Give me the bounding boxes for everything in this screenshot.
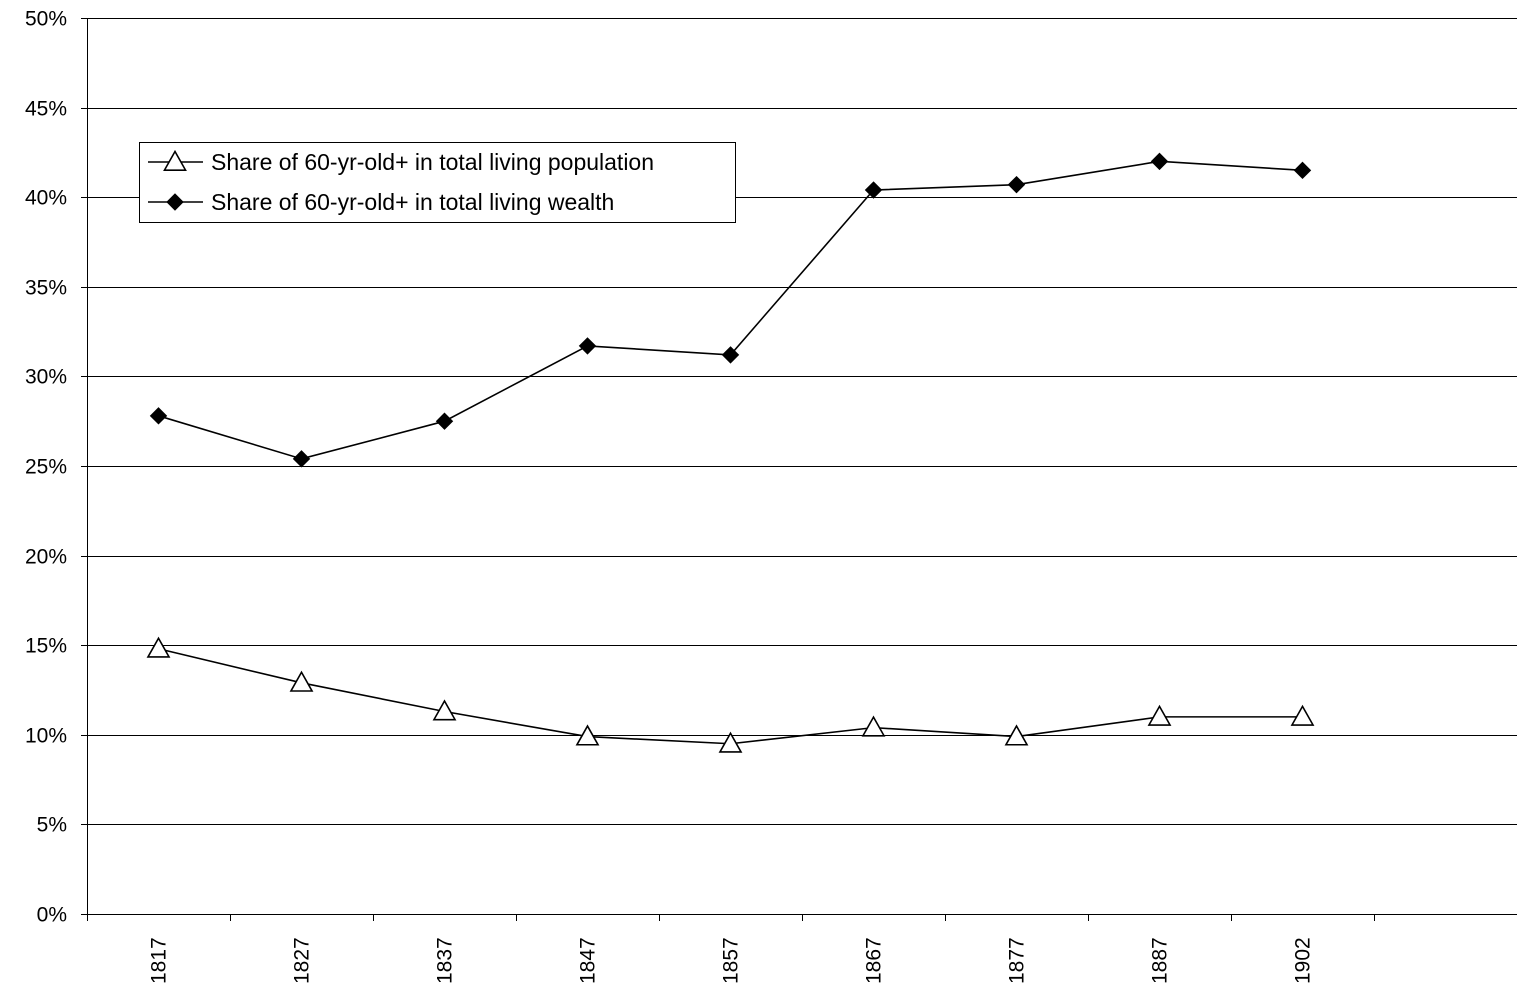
data-point-diamond (149, 407, 168, 425)
series-group (146, 152, 1315, 753)
data-point-diamond (292, 450, 311, 468)
legend-label: Share of 60-yr-old+ in total living popu… (211, 149, 654, 175)
y-tick-label: 10% (25, 725, 67, 748)
legend-box (139, 142, 736, 223)
data-point-triangle (432, 699, 457, 721)
y-tick-label: 50% (25, 8, 67, 31)
legend-item-2: Share of 60-yr-old+ in total living weal… (148, 189, 614, 215)
data-point-triangle (575, 724, 600, 746)
y-tick-label: 35% (25, 277, 67, 300)
y-tick-label: 45% (25, 98, 67, 121)
x-tick-label: 1887 (1149, 937, 1172, 984)
axes: 0% 5% 10% 15% 20% 25% 30% 35% 40% 45% 50% 1817 1827 1… (25, 8, 1517, 984)
data-point-triangle (1147, 704, 1172, 726)
x-tick-label: 1827 (291, 937, 314, 984)
x-tick-label: 1877 (1006, 937, 1029, 984)
y-tick-label: 15% (25, 635, 67, 658)
data-point-diamond (1293, 161, 1312, 180)
data-point-diamond (435, 412, 454, 430)
data-point-triangle (1004, 724, 1029, 746)
legend-marker-diamond (166, 193, 184, 211)
data-point-diamond (1007, 175, 1026, 194)
series-line (158, 648, 1303, 745)
x-tick-label: 1867 (863, 937, 886, 984)
y-tick-label: 5% (37, 814, 67, 837)
y-tick-label: 20% (25, 546, 67, 569)
y-tick-label: 40% (25, 187, 67, 210)
y-tick-label: 0% (37, 904, 67, 927)
data-point-triangle (146, 636, 171, 658)
x-tick-label: 1837 (434, 937, 457, 984)
y-tick-label: 30% (25, 366, 67, 389)
x-tick-label: 1847 (577, 937, 600, 984)
data-point-diamond (721, 346, 740, 364)
y-tick-label: 25% (25, 456, 67, 479)
data-point-diamond (1150, 152, 1169, 171)
x-tick-label: 1817 (148, 937, 171, 984)
x-tick-label: 1902 (1292, 937, 1315, 984)
data-point-triangle (861, 715, 886, 737)
legend-marker-triangle (163, 149, 187, 171)
data-point-triangle (289, 670, 314, 692)
series-1 (146, 636, 1315, 753)
series-2 (149, 152, 1312, 468)
gridlines (87, 18, 1517, 825)
data-point-triangle (718, 731, 743, 753)
data-point-triangle (1290, 704, 1315, 726)
legend-label: Share of 60-yr-old+ in total living weal… (211, 189, 614, 215)
legend: Share of 60-yr-old+ in total living popu… (139, 142, 736, 223)
data-point-diamond (864, 181, 883, 199)
x-tick-label: 1857 (720, 937, 743, 984)
legend-item-1: Share of 60-yr-old+ in total living popu… (148, 149, 654, 175)
data-point-diamond (578, 337, 597, 355)
